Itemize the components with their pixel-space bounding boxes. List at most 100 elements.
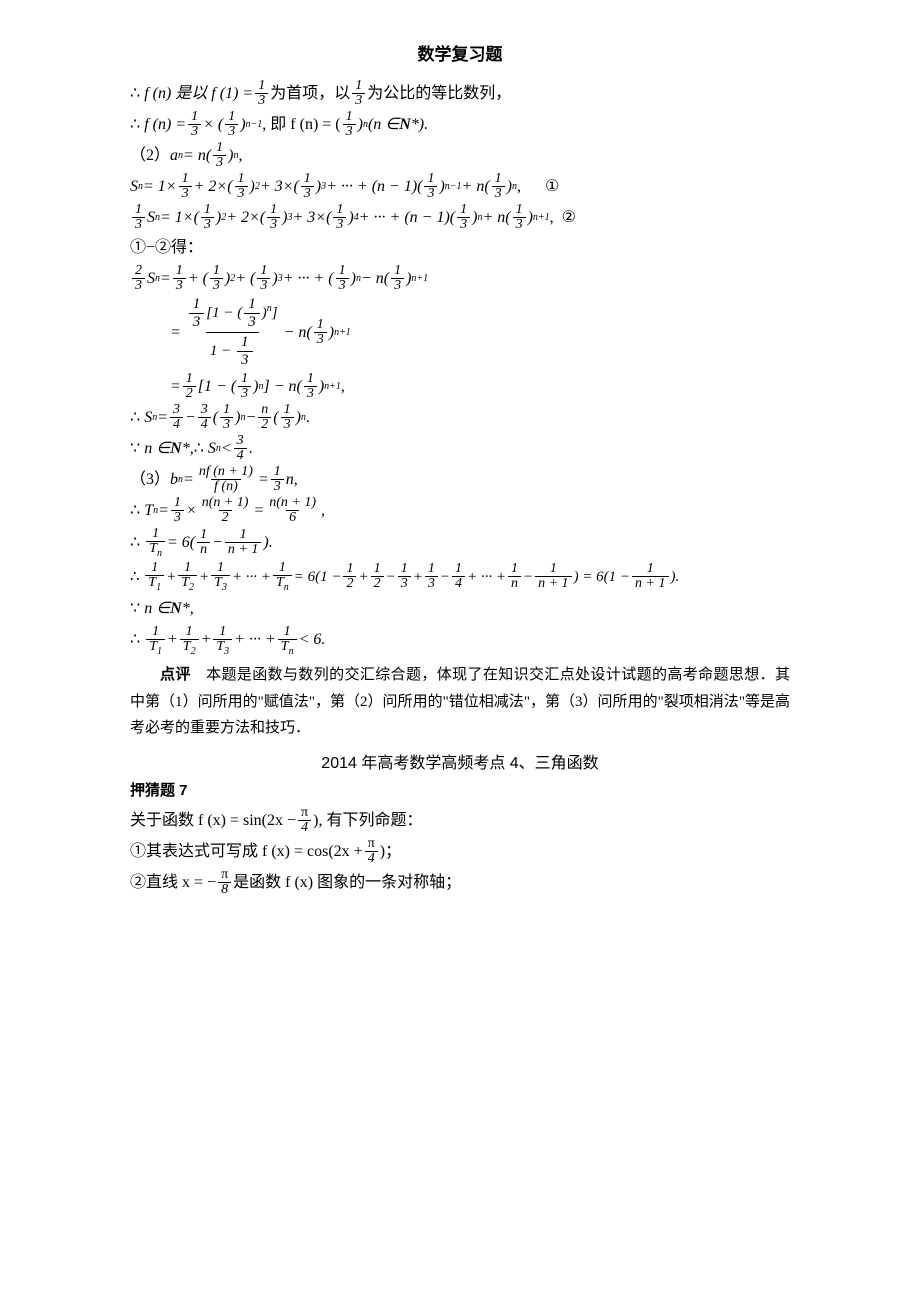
frac-1-3: 13: [210, 264, 223, 293]
period: .: [249, 435, 253, 463]
comma: ,: [238, 142, 242, 170]
S-n: S: [144, 404, 152, 432]
sup-np1: n+1: [411, 270, 428, 288]
frac-1-2: 12: [371, 562, 384, 591]
frac-1-3: 13: [238, 372, 251, 401]
frac-1-T2: 1T2: [178, 561, 197, 593]
text: =: [160, 265, 171, 293]
equals: =: [170, 373, 181, 401]
text: =: [258, 466, 269, 494]
comma: ,: [321, 497, 325, 525]
text: 为公比的等比数列，: [367, 80, 511, 108]
text: + 3×(: [293, 204, 332, 232]
frac-1-3: 13: [179, 172, 192, 201]
question-7: 关于函数 f (x) = sin(2x − π4 ), 有下列命题： ①其表达式…: [130, 806, 790, 897]
text: n,: [286, 466, 298, 494]
text: − n(: [361, 265, 389, 293]
comma: ,: [550, 204, 554, 232]
plus: +: [167, 626, 178, 654]
frac-1-3: 13: [425, 562, 438, 591]
line-14-1-over-tn: ∴ 1Tn = 6( 1n − 1n + 1 ).: [130, 527, 790, 559]
frac-1-np1: 1n + 1: [632, 562, 668, 591]
text: f (n) 是以 f (1) =: [144, 80, 253, 108]
text: ) = 6(1 −: [574, 564, 630, 590]
line-1: ∴ f (n) 是以 f (1) = 13 为首项，以 13 为公比的等比数列，: [130, 79, 790, 108]
plus: +: [166, 564, 176, 590]
S-n: S: [208, 435, 216, 463]
text: n ∈: [144, 595, 170, 623]
frac-n-2: n2: [258, 403, 271, 432]
minus: −: [386, 564, 396, 590]
frac-1-3: 13: [257, 264, 270, 293]
page-title: 数学复习题: [130, 40, 790, 65]
frac-1-3: 13: [213, 141, 226, 170]
text: f (n) =: [144, 111, 186, 139]
frac-1-3: 13: [304, 372, 317, 401]
frac-1-3: 13: [132, 203, 145, 232]
text: = 1×: [143, 173, 177, 201]
therefore-symbol: ∴: [194, 435, 204, 463]
equals: =: [170, 319, 181, 347]
line-12-bn: （3） bn = nf (n + 1)f (n) = 13 n,: [130, 465, 790, 494]
sup-np1: n+1: [533, 209, 550, 227]
comma: ,: [517, 173, 521, 201]
frac-1-3: 13: [333, 203, 346, 232]
frac-1-3: 13: [220, 403, 233, 432]
frac-1-Tn: 1Tn: [278, 625, 297, 657]
text: + ··· + (: [283, 265, 334, 293]
frac-1-3: 13: [201, 203, 214, 232]
text: + n(: [482, 204, 510, 232]
text: = 6(: [167, 529, 195, 557]
q7-line-1: 关于函数 f (x) = sin(2x − π4 ), 有下列命题：: [130, 806, 790, 835]
text: −: [245, 404, 256, 432]
text: ).: [671, 564, 680, 590]
frac-pi-8: π8: [218, 868, 231, 897]
text: + 2×(: [226, 204, 265, 232]
T-n: T: [144, 497, 153, 525]
frac-1-3: 13: [281, 403, 294, 432]
dots: + ··· +: [232, 564, 271, 590]
part-3-label: （3）: [130, 466, 170, 494]
frac-3-4: 34: [234, 434, 247, 463]
section-title: 2014 年高考数学高频考点 4、三角函数: [130, 749, 790, 773]
line-11-bound: ∵ n ∈ N*, ∴ Sn < 34.: [130, 434, 790, 463]
frac-1-3: 13: [235, 172, 248, 201]
frac-1-T1: 1T1: [145, 561, 164, 593]
text: = 6(1 −: [294, 564, 342, 590]
line-17-conclusion: ∴ 1T1 + 1T2 + 1T3 + ··· + 1Tn < 6.: [130, 625, 790, 657]
frac-1-3: 13: [271, 465, 284, 494]
circled-2: ②: [562, 204, 576, 232]
plus: +: [358, 564, 368, 590]
text: + (: [188, 265, 208, 293]
dots: + ··· +: [234, 626, 276, 654]
text: + n(: [462, 173, 490, 201]
line-5-one-third-sn: 13 Sn = 1×( 13 )2 + 2×( 13 )3 + 3×( 13 )…: [130, 203, 790, 232]
frac-2-3: 23: [132, 264, 145, 293]
frac-1-T2: 1T2: [180, 625, 199, 657]
commentary-text: 本题是函数与数列的交汇综合题，体现了在知识交汇点处设计试题的高考命题思想．其中第…: [130, 667, 790, 736]
text: ] − n(: [263, 373, 301, 401]
set-N: N: [170, 595, 182, 623]
frac-1-3: 13: [391, 264, 404, 293]
text: )；: [380, 838, 401, 866]
q7-statement-1: ①其表达式可写成 f (x) = cos(2x + π4 )；: [130, 837, 790, 866]
frac-1-3: 13: [343, 110, 356, 139]
text: <: [221, 435, 232, 463]
text: + ··· + (n − 1)(: [326, 173, 422, 201]
text: 为首项，以: [270, 80, 350, 108]
text: − n(: [284, 319, 312, 347]
text: ②直线 x = −: [130, 869, 216, 897]
text: = n(: [183, 142, 211, 170]
period: .: [306, 404, 310, 432]
text: 是函数 f (x) 图象的一条对称轴；: [233, 869, 461, 897]
frac-1-3: 13: [267, 203, 280, 232]
S-n: S: [147, 204, 155, 232]
set-N: N: [399, 111, 411, 139]
frac-3-4: 34: [170, 403, 183, 432]
text: ).: [263, 529, 272, 557]
text: (: [213, 404, 218, 432]
line-16-because: ∵ n ∈ N*,: [130, 595, 790, 623]
text: ×: [186, 497, 197, 525]
frac-nf: nf (n + 1)f (n): [196, 465, 256, 494]
line-4-sn: Sn = 1× 13 + 2×( 13 )2 + 3×( 13 )3 + ···…: [130, 172, 790, 201]
